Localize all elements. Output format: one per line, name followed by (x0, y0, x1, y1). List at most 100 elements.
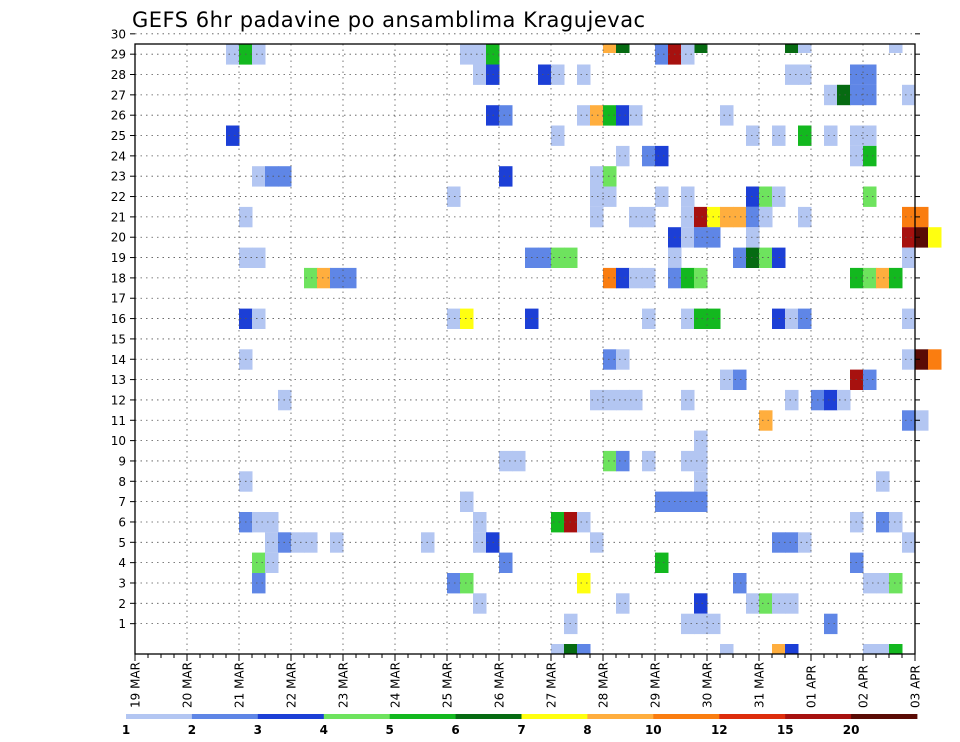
heatmap-cell (681, 450, 695, 472)
heatmap-cell (863, 186, 877, 207)
colorbar: 1 2 3 4 5 6 7 8 10 12 15 20 (122, 714, 918, 737)
y-tick-label: 29 (111, 48, 126, 62)
heatmap-cell (824, 613, 838, 635)
heatmap-cell (681, 613, 695, 635)
heatmap-cell (538, 247, 552, 268)
heatmap-cell (616, 105, 630, 126)
heatmap-cell (447, 186, 461, 207)
heatmap-cell (590, 166, 604, 187)
heatmap-cell (824, 84, 838, 106)
heatmap-cell (863, 125, 877, 146)
colorbar-swatch (851, 714, 918, 719)
heatmap-cell (512, 450, 526, 472)
heatmap-cell (473, 44, 487, 65)
heatmap-cell (551, 247, 565, 268)
x-tick-label: 21 MAR (233, 662, 247, 708)
y-tick-label: 28 (111, 68, 126, 82)
heatmap-cell (785, 593, 799, 614)
heatmap-cell (603, 44, 617, 53)
y-tick-label: 21 (111, 210, 126, 224)
heatmap-cell (681, 491, 695, 512)
heatmap-cell (915, 227, 929, 248)
y-tick-label: 26 (111, 109, 126, 123)
heatmap-cell (577, 512, 591, 533)
colorbar-swatch (719, 714, 786, 719)
heatmap-cell (902, 308, 916, 329)
heatmap-cell (785, 308, 799, 329)
colorbar-label: 5 (386, 723, 394, 737)
y-tick-label: 8 (118, 475, 126, 489)
heatmap-cell (863, 267, 877, 289)
heatmap-cell (798, 308, 812, 329)
heatmap-cell (473, 593, 487, 614)
heatmap-cell (226, 125, 240, 146)
heatmap-cell (746, 125, 760, 146)
heatmap-cell (330, 532, 344, 553)
y-tick-label: 13 (111, 373, 126, 387)
heatmap-cell (681, 44, 695, 65)
heatmap-cell (590, 186, 604, 207)
heatmap-cell (720, 369, 734, 390)
heatmap-cell (694, 430, 708, 451)
heatmap-cell (889, 512, 903, 533)
heatmap-cell (460, 573, 474, 594)
colorbar-label: 7 (517, 723, 525, 737)
x-tick-label: 01 APR (805, 665, 819, 708)
heatmap-cell (655, 186, 669, 207)
heatmap-cell (642, 308, 656, 329)
y-tick-label: 1 (118, 617, 126, 631)
heatmap-cell (616, 593, 630, 614)
heatmap-cell (681, 186, 695, 207)
heatmap-cell (473, 512, 487, 533)
heatmap-cell (304, 267, 318, 289)
heatmap-cell (837, 84, 851, 106)
heatmap-cell (759, 410, 773, 431)
heatmap-cell (694, 613, 708, 635)
heatmap-cell (616, 389, 630, 411)
y-tick-label: 23 (111, 170, 126, 184)
heatmap-cell (915, 349, 929, 370)
heatmap-cell (876, 471, 890, 492)
heatmap-cell (889, 644, 903, 654)
heatmap-cell (733, 369, 747, 390)
heatmap-cell (876, 512, 890, 533)
colorbar-swatch (785, 714, 852, 719)
grid-lines (135, 33, 915, 654)
y-tick-label: 30 (111, 27, 126, 41)
heatmap-cell (876, 644, 890, 654)
heatmap-cell (447, 573, 461, 594)
heatmap-cell (759, 247, 773, 268)
heatmap-cell (798, 125, 812, 146)
y-tick-label: 10 (111, 434, 126, 448)
heatmap-cell (577, 105, 591, 126)
heatmap-cell (590, 105, 604, 126)
heatmap-cell (694, 593, 708, 614)
heatmap-cell (655, 552, 669, 573)
heatmap-cell (694, 227, 708, 248)
colorbar-swatch (191, 714, 259, 719)
heatmap-cell (694, 450, 708, 472)
heatmap-cell (863, 64, 877, 85)
heatmap-cell (759, 593, 773, 614)
heatmap-cell (902, 349, 916, 370)
heatmap-cell (499, 450, 513, 472)
heatmap-cell (785, 532, 799, 553)
heatmap-cell (733, 206, 747, 228)
chart-title: GEFS 6hr padavine po ansamblima Kragujev… (132, 8, 646, 32)
y-tick-label: 6 (118, 515, 126, 529)
y-tick-label: 25 (111, 129, 126, 143)
heatmap-cell (460, 44, 474, 65)
heatmap-cell (694, 267, 708, 289)
heatmap-cell (889, 267, 903, 289)
heatmap-cell (265, 166, 279, 187)
colorbar-swatch (257, 714, 325, 719)
heatmap-cell (876, 267, 890, 289)
heatmap-cell (928, 227, 942, 248)
heatmap-cell (252, 512, 266, 533)
x-tick-label: 29 MAR (649, 662, 663, 708)
x-tick-label: 23 MAR (337, 662, 351, 708)
heatmap-cell (746, 206, 760, 228)
heatmap-cell (265, 552, 279, 573)
y-tick-label: 19 (111, 251, 126, 265)
